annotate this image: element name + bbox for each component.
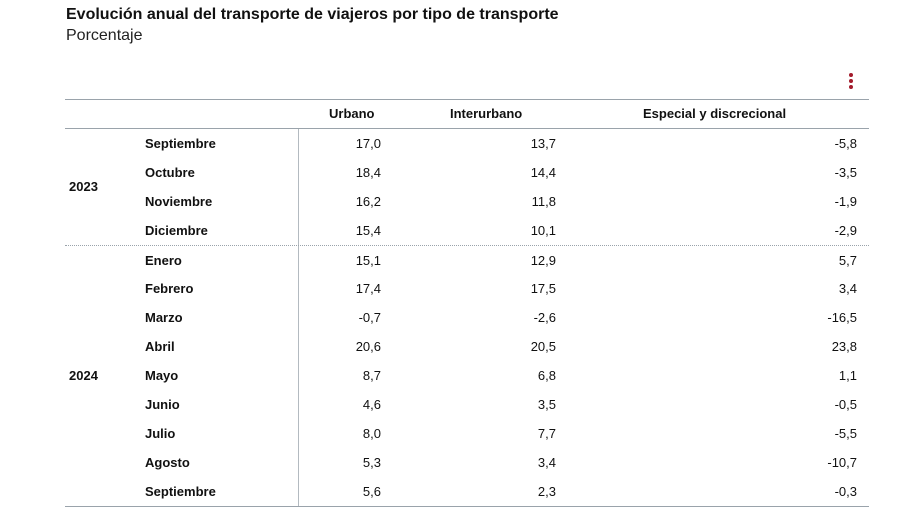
year-group-2023: 2023 Septiembre 17,0 13,7 -5,8 Octubre 18,4 14,…	[65, 129, 869, 246]
interurbano-value: 2,3	[537, 483, 556, 499]
especial-value: 3,4	[838, 281, 857, 297]
data-table: Urbano Interurbano Especial y discrecion…	[65, 99, 869, 507]
interurbano-value: 3,4	[537, 454, 556, 470]
month-label: Septiembre	[145, 483, 216, 499]
urbano-value: 20,6	[355, 339, 381, 355]
especial-value: -3,5	[834, 164, 857, 180]
especial-value: 5,7	[838, 252, 857, 268]
urbano-value: -0,7	[358, 310, 381, 326]
chart-subtitle: Porcentaje	[66, 27, 143, 44]
especial-value: -0,5	[834, 397, 857, 413]
table-row: Junio 4,6 3,5 -0,5	[65, 390, 869, 419]
interurbano-value: 17,5	[530, 281, 556, 297]
interurbano-value: 10,1	[530, 222, 556, 238]
month-label: Octubre	[145, 164, 195, 180]
month-label: Enero	[145, 252, 182, 268]
urbano-value: 8,0	[362, 425, 381, 441]
table-row: Julio 8,0 7,7 -5,5	[65, 419, 869, 448]
month-label: Mayo	[145, 368, 179, 384]
especial-value: -0,3	[834, 483, 857, 499]
urbano-value: 5,6	[362, 483, 381, 499]
column-divider	[298, 245, 299, 506]
interurbano-value: 20,5	[530, 339, 556, 355]
table-row: Septiembre 5,6 2,3 -0,3	[65, 477, 869, 506]
column-header-especial: Especial y discrecional	[643, 106, 787, 121]
interurbano-value: 14,4	[530, 164, 556, 180]
especial-value: -2,9	[834, 222, 857, 238]
urbano-value: 5,3	[362, 454, 381, 470]
month-label: Febrero	[145, 281, 194, 297]
urbano-value: 17,0	[355, 136, 381, 151]
especial-value: -10,7	[827, 454, 857, 470]
table-row: Mayo 8,7 6,8 1,1	[65, 361, 869, 390]
urbano-value: 15,4	[355, 222, 381, 238]
year-group-2024: 2024 Enero 15,1 12,9 5,7 Febrero 17,4 17,5 3,4 Ma…	[65, 245, 869, 507]
especial-value: 23,8	[831, 339, 857, 355]
interurbano-value: 7,7	[537, 425, 556, 441]
month-label: Noviembre	[145, 193, 213, 209]
interurbano-value: 11,8	[531, 193, 556, 209]
especial-value: -1,9	[834, 193, 857, 209]
table-row: Abril 20,6 20,5 23,8	[65, 332, 869, 361]
interurbano-value: 3,5	[537, 397, 556, 413]
column-header-urbano: Urbano	[329, 106, 375, 121]
interurbano-value: 12,9	[530, 252, 556, 268]
urbano-value: 15,1	[355, 252, 381, 268]
year-label: 2024	[69, 367, 98, 383]
table-row: Octubre 18,4 14,4 -3,5	[65, 158, 869, 187]
month-label: Septiembre	[145, 136, 216, 151]
especial-value: -16,5	[827, 310, 857, 326]
month-label: Abril	[145, 339, 175, 355]
urbano-value: 18,4	[355, 164, 381, 180]
month-label: Junio	[145, 397, 180, 413]
table-row: Enero 15,1 12,9 5,7	[65, 246, 869, 275]
table-row: Noviembre 16,2 11,8 -1,9	[65, 187, 869, 216]
month-label: Diciembre	[145, 222, 208, 238]
chart-title: Evolución anual del transporte de viajer…	[66, 6, 559, 23]
interurbano-value: -2,6	[533, 310, 556, 326]
table-row: Marzo -0,7 -2,6 -16,5	[65, 303, 869, 332]
table-header: Urbano Interurbano Especial y discrecion…	[65, 99, 869, 129]
table-row: Agosto 5,3 3,4 -10,7	[65, 448, 869, 477]
especial-value: -5,8	[834, 136, 857, 151]
month-label: Agosto	[145, 454, 190, 470]
urbano-value: 4,6	[362, 397, 381, 413]
column-divider	[298, 129, 299, 245]
especial-value: 1,1	[838, 368, 857, 384]
urbano-value: 16,2	[355, 193, 381, 209]
table-body: 2023 Septiembre 17,0 13,7 -5,8 Octubre 18,4 14,…	[65, 129, 869, 507]
table-row: Diciembre 15,4 10,1 -2,9	[65, 216, 869, 245]
month-label: Marzo	[145, 310, 183, 326]
column-header-interurbano: Interurbano	[450, 106, 523, 121]
interurbano-value: 6,8	[537, 368, 556, 384]
month-label: Julio	[145, 425, 176, 441]
year-label: 2023	[69, 178, 98, 194]
urbano-value: 17,4	[355, 281, 381, 297]
table-row: Septiembre 17,0 13,7 -5,8	[65, 129, 869, 158]
table-row: Febrero 17,4 17,5 3,4	[65, 274, 869, 303]
kebab-menu-icon[interactable]	[844, 70, 858, 92]
interurbano-value: 13,7	[530, 136, 556, 151]
especial-value: -5,5	[834, 425, 857, 441]
urbano-value: 8,7	[362, 368, 381, 384]
